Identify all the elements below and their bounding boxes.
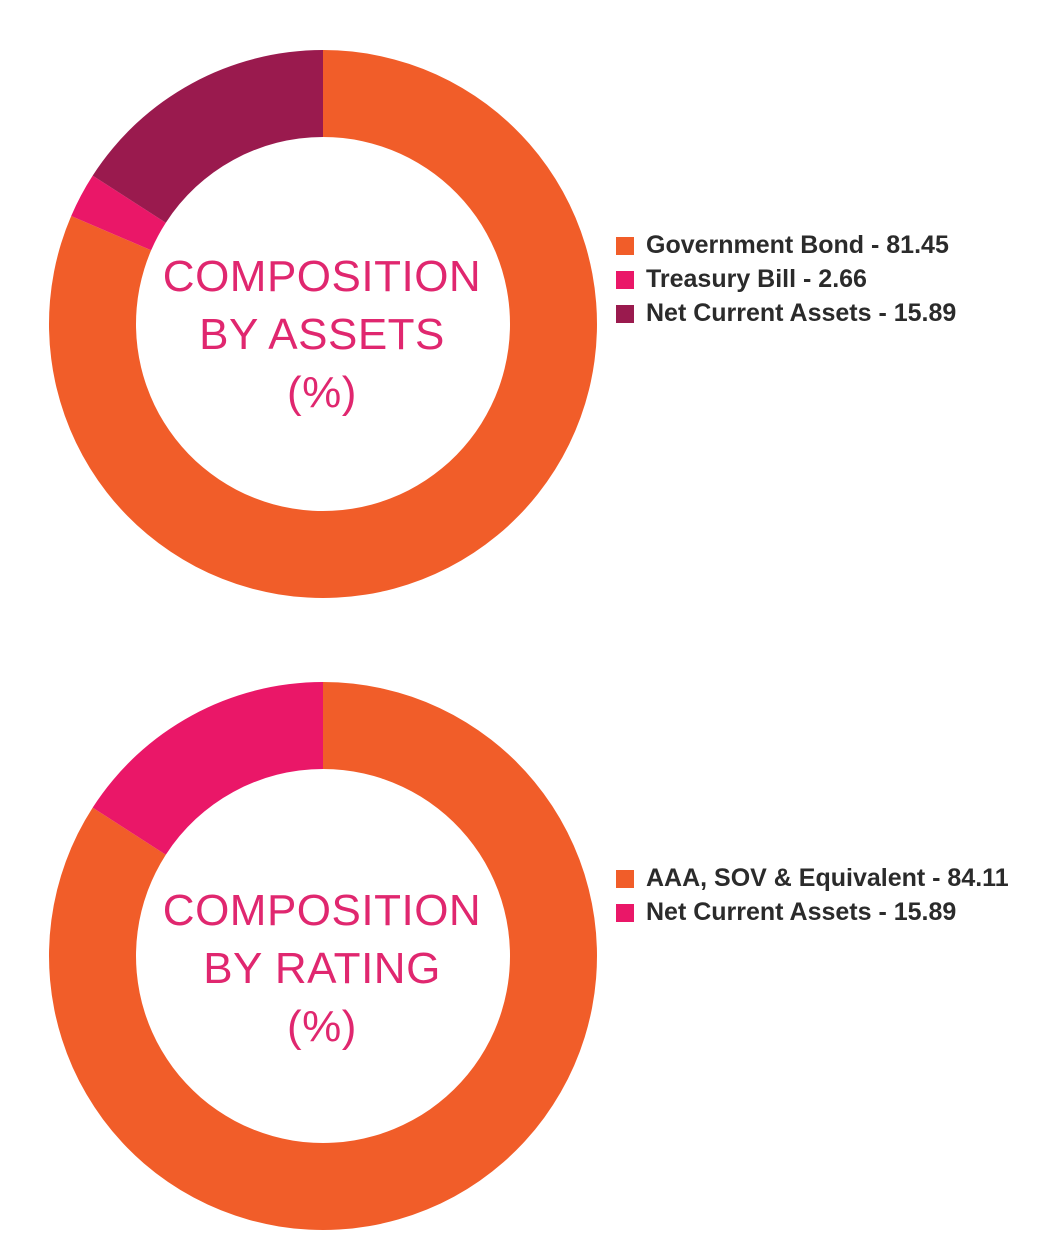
legend-swatch-government-bond [616, 237, 634, 255]
assets-donut [48, 50, 597, 598]
legend-label-government-bond: Government Bond - 81.45 [646, 231, 949, 259]
legend-item-treasury-bill: Treasury Bill - 2.66 [614, 262, 1014, 296]
legend-swatch-net-current-assets [616, 305, 634, 323]
composition-by-assets-chart: COMPOSITION BY ASSETS (%) Government Bon… [0, 0, 1038, 600]
legend-item-aaa-sov-equivalent: AAA, SOV & Equivalent - 84.11 [614, 861, 1014, 895]
donut-slice-government-bond [48, 50, 597, 598]
assets-center-label-line-3: (%) [287, 368, 357, 417]
donut-slice-aaa-sov-equivalent [48, 682, 597, 1230]
legend-label-treasury-bill: Treasury Bill - 2.66 [646, 265, 867, 293]
donut-slice-net-current-assets [92, 682, 323, 855]
legend-item-government-bond: Government Bond - 81.45 [614, 228, 1014, 262]
rating-legend: AAA, SOV & Equivalent - 84.11 Net Curren… [614, 861, 1014, 929]
legend-item-net-current-assets-rating: Net Current Assets - 15.89 [614, 895, 1014, 929]
rating-center-label-line-1: COMPOSITION [162, 886, 482, 935]
rating-center-label-line-3: (%) [287, 1002, 357, 1051]
rating-center-label: COMPOSITION BY RATING (%) [136, 882, 508, 1056]
donut-slice-treasury-bill [71, 175, 166, 251]
legend-swatch-treasury-bill [616, 271, 634, 289]
assets-center-label: COMPOSITION BY ASSETS (%) [136, 248, 508, 422]
legend-swatch-aaa-sov-equivalent [616, 870, 634, 888]
assets-center-label-line-2: BY ASSETS [199, 310, 445, 359]
legend-label-net-current-assets: Net Current Assets - 15.89 [646, 299, 957, 327]
legend-label-aaa-sov-equivalent: AAA, SOV & Equivalent - 84.11 [646, 864, 1009, 892]
legend-label-net-current-assets-rating: Net Current Assets - 15.89 [646, 898, 957, 926]
rating-center-label-line-2: BY RATING [203, 944, 441, 993]
assets-center-label-line-1: COMPOSITION [162, 252, 482, 301]
rating-donut [48, 682, 597, 1230]
legend-swatch-net-current-assets-rating [616, 904, 634, 922]
donut-slice-net-current-assets [92, 50, 323, 223]
legend-item-net-current-assets: Net Current Assets - 15.89 [614, 296, 1014, 330]
composition-by-rating-chart: COMPOSITION BY RATING (%) AAA, SOV & Equ… [0, 632, 1038, 1232]
assets-legend: Government Bond - 81.45 Treasury Bill - … [614, 228, 1014, 330]
